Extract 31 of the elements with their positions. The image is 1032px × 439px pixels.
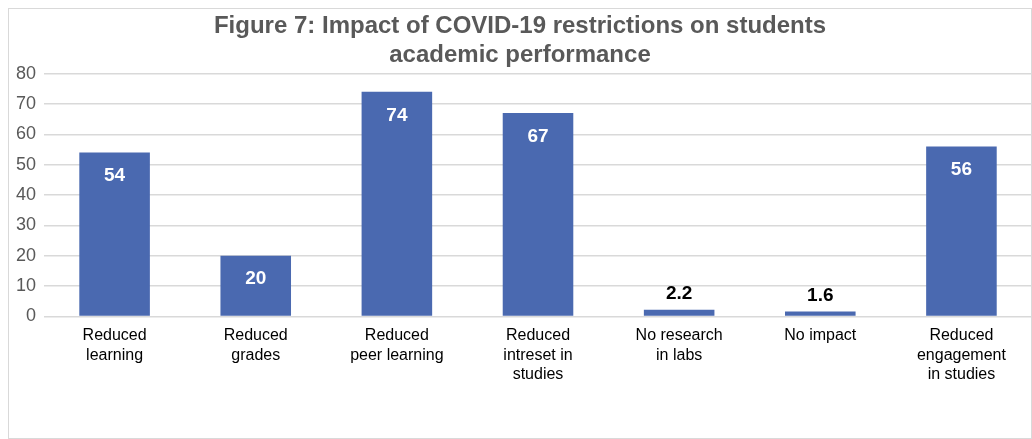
- x-tick-label: No impact: [784, 326, 857, 344]
- bar: [643, 309, 715, 316]
- x-tick-label: Reduced peer learning: [350, 326, 444, 363]
- x-tick-label: Reduced learning: [82, 326, 147, 363]
- data-label: 56: [950, 158, 972, 180]
- y-tick-label: 40: [15, 183, 37, 204]
- bar: [79, 152, 150, 316]
- y-tick-label: 70: [15, 92, 37, 113]
- data-label: 54: [104, 164, 126, 186]
- x-tick-label: Reduced intreset in studies: [503, 326, 573, 382]
- data-label: 67: [527, 124, 549, 146]
- x-tick-label: Reduced grades: [223, 326, 288, 363]
- bar: [785, 311, 856, 316]
- y-tick-label: 50: [15, 153, 37, 174]
- x-tick-label: Reduced engagement in studies: [916, 326, 1007, 382]
- bar: [220, 255, 292, 316]
- y-tick-label: 0: [26, 305, 37, 326]
- x-tick-label: No research in labs: [635, 326, 723, 363]
- bar: [926, 146, 997, 316]
- chart-title: Figure 7: Impact of COVID-19 restrictions on students academic performance: [213, 11, 827, 67]
- y-tick-label: 10: [15, 275, 37, 296]
- bar: [361, 91, 433, 316]
- y-tick-label: 80: [15, 62, 37, 83]
- data-label: 1.6: [807, 284, 834, 306]
- data-label: 74: [386, 103, 408, 125]
- data-label: 2.2: [665, 282, 693, 304]
- y-tick-label: 60: [15, 123, 37, 144]
- y-tick-label: 30: [15, 214, 37, 235]
- data-label: 20: [245, 267, 267, 289]
- bar: [502, 113, 574, 316]
- y-tick-label: 20: [15, 244, 37, 265]
